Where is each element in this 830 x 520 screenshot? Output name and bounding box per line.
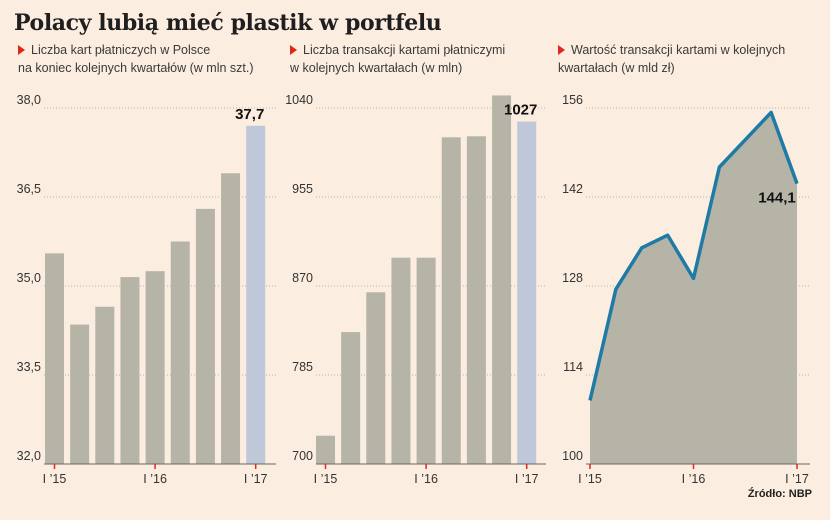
y-tick-label: 870 xyxy=(292,271,313,285)
bar xyxy=(316,435,335,464)
x-tick-label: I ’17 xyxy=(785,472,809,486)
y-tick-label: 700 xyxy=(292,449,313,463)
red-triangle-icon xyxy=(290,45,297,55)
bar xyxy=(492,95,512,464)
y-tick-label: 38,0 xyxy=(17,93,41,107)
bar xyxy=(195,208,215,464)
chart1-subtitle-line1: Liczba kart płatniczych w Polsce xyxy=(31,43,211,57)
bar xyxy=(145,271,165,464)
x-tick-label: I ’16 xyxy=(682,472,706,486)
source-note: Źródło: NBP xyxy=(747,488,812,500)
y-tick-label: 35,0 xyxy=(17,271,41,285)
bar xyxy=(416,257,436,464)
x-tick-label: I ’16 xyxy=(414,472,438,486)
y-tick-label: 785 xyxy=(292,360,313,374)
chart1-subtitle: Liczba kart płatniczych w Polsce na koni… xyxy=(18,41,254,77)
y-tick-label: 32,0 xyxy=(17,449,41,463)
data-label-last: 1027 xyxy=(504,102,537,119)
chart-3: 156 142 128 114 100 I ’15 I ’16 I ’17 144,1 xyxy=(562,93,810,486)
y-tick-label: 156 xyxy=(562,93,583,107)
data-label-last: 37,7 xyxy=(235,106,264,123)
series-line xyxy=(588,110,799,401)
y-tick-label: 128 xyxy=(562,271,583,285)
data-label-last: 144,1 xyxy=(758,190,796,207)
bar xyxy=(170,241,190,464)
bar xyxy=(341,332,361,464)
bar xyxy=(391,257,411,464)
bar xyxy=(441,137,461,465)
chart3-subtitle-line2: kwartałach (w mld zł) xyxy=(558,61,675,75)
bar xyxy=(517,121,537,465)
bar xyxy=(70,324,90,464)
y-tick-label: 36,5 xyxy=(17,182,41,196)
y-tick-label: 33,5 xyxy=(17,360,41,374)
bar xyxy=(95,306,115,464)
chart2-subtitle: Liczba transakcji kartami płatniczymi w … xyxy=(290,41,505,77)
bar xyxy=(120,277,140,464)
x-tick-label: I ’16 xyxy=(143,472,167,486)
bar xyxy=(45,253,64,464)
page-title: Polacy lubią mieć plastik w portfelu xyxy=(14,10,442,36)
y-tick-label: 100 xyxy=(562,449,583,463)
y-tick-label: 114 xyxy=(563,360,583,374)
chart-1: 38,0 36,5 35,0 33,5 32,0I ’15 I ’16 I ’17 37,7 xyxy=(17,93,276,486)
chart3-subtitle-line1: Wartość transakcji kartami w kolejnych xyxy=(571,43,786,57)
x-tick-label: I ’15 xyxy=(43,472,67,486)
chart2-subtitle-line1: Liczba transakcji kartami płatniczymi xyxy=(303,43,506,57)
bar xyxy=(466,136,486,465)
chart3-subtitle: Wartość transakcji kartami w kolejnych k… xyxy=(558,41,785,77)
y-tick-label: 955 xyxy=(292,182,313,196)
y-tick-label: 142 xyxy=(562,182,583,196)
chart1-subtitle-line2: na koniec kolejnych kwartałów (w mln szt… xyxy=(18,61,254,75)
x-tick-label: I ’15 xyxy=(314,472,338,486)
red-triangle-icon xyxy=(558,45,565,55)
bar xyxy=(366,292,386,464)
area-fill xyxy=(590,112,797,464)
y-tick-label: 1040 xyxy=(285,93,313,107)
red-triangle-icon xyxy=(18,45,25,55)
x-tick-label: I ’15 xyxy=(578,472,602,486)
x-tick-label: I ’17 xyxy=(515,472,539,486)
bar xyxy=(221,173,241,464)
bar xyxy=(246,125,266,465)
chart2-subtitle-line2: w kolejnych kwartałach (w mln) xyxy=(290,61,463,75)
x-tick-label: I ’17 xyxy=(244,472,268,486)
